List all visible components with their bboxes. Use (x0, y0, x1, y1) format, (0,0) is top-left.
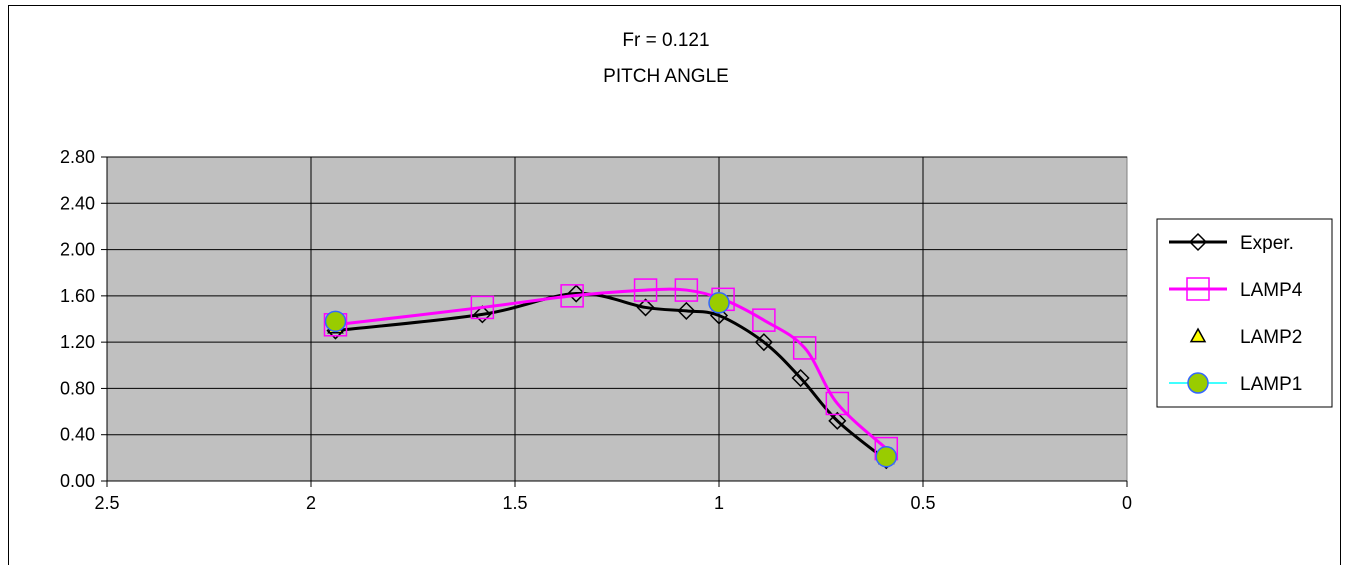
legend-label: LAMP2 (1240, 327, 1302, 348)
y-tick-label: 0.00 (60, 471, 95, 491)
series-lamp1 (324, 292, 898, 468)
data-point (470, 295, 495, 320)
data-point (828, 411, 847, 430)
legend: Exper. LAMP4 LAMP2 LAMP1 (1156, 218, 1333, 408)
legend-label: Exper. (1240, 233, 1294, 254)
x-axis: 2.5 2 1.5 1 0.5 0 (94, 480, 1132, 513)
series-line (335, 287, 888, 450)
x-tick-label: 0 (1122, 493, 1132, 513)
x-tick-label: 1.5 (502, 493, 527, 513)
y-tick-label: 2.00 (60, 240, 95, 260)
gridlines (107, 156, 1127, 481)
y-tick-label: 1.60 (60, 286, 95, 306)
legend-marker (1188, 232, 1208, 252)
y-tick-label: 2.80 (60, 147, 95, 167)
chart-area (8, 5, 1341, 565)
data-point (324, 310, 347, 333)
data-point (677, 301, 696, 320)
data-point (473, 305, 492, 324)
y-tick-label: 2.40 (60, 193, 95, 213)
data-point (752, 308, 776, 332)
legend-marker (1186, 277, 1210, 301)
y-axis: 0.00 0.40 0.80 1.20 1.60 2.00 2.40 2.80 (60, 147, 108, 491)
chart-title: Fr = 0.121 (622, 30, 709, 51)
x-tick-label: 0.5 (910, 493, 935, 513)
y-tick-label: 0.80 (60, 378, 95, 398)
legend-marker (1187, 372, 1209, 394)
x-tick-label: 1 (714, 493, 724, 513)
data-point (567, 284, 586, 303)
data-point (792, 336, 817, 360)
data-point (825, 391, 850, 416)
series-layer (323, 278, 899, 470)
x-tick-label: 2.5 (94, 493, 119, 513)
series-line (335, 292, 888, 462)
data-point (633, 278, 658, 302)
legend-label: LAMP1 (1240, 374, 1302, 395)
data-point (708, 292, 730, 314)
legend-marker (1189, 327, 1207, 343)
x-tick-label: 2 (306, 493, 316, 513)
data-point (791, 368, 810, 388)
data-point (709, 306, 729, 325)
legend-box (1156, 218, 1333, 408)
data-point (875, 445, 898, 468)
plot-area (106, 156, 1128, 482)
data-point (754, 333, 773, 352)
y-tick-label: 0.40 (60, 425, 95, 445)
data-point (560, 284, 584, 308)
data-point (636, 298, 655, 317)
chart-subtitle: PITCH ANGLE (603, 66, 729, 87)
data-point (674, 278, 699, 302)
y-tick-label: 1.20 (60, 332, 95, 352)
legend-label: LAMP4 (1240, 280, 1303, 301)
